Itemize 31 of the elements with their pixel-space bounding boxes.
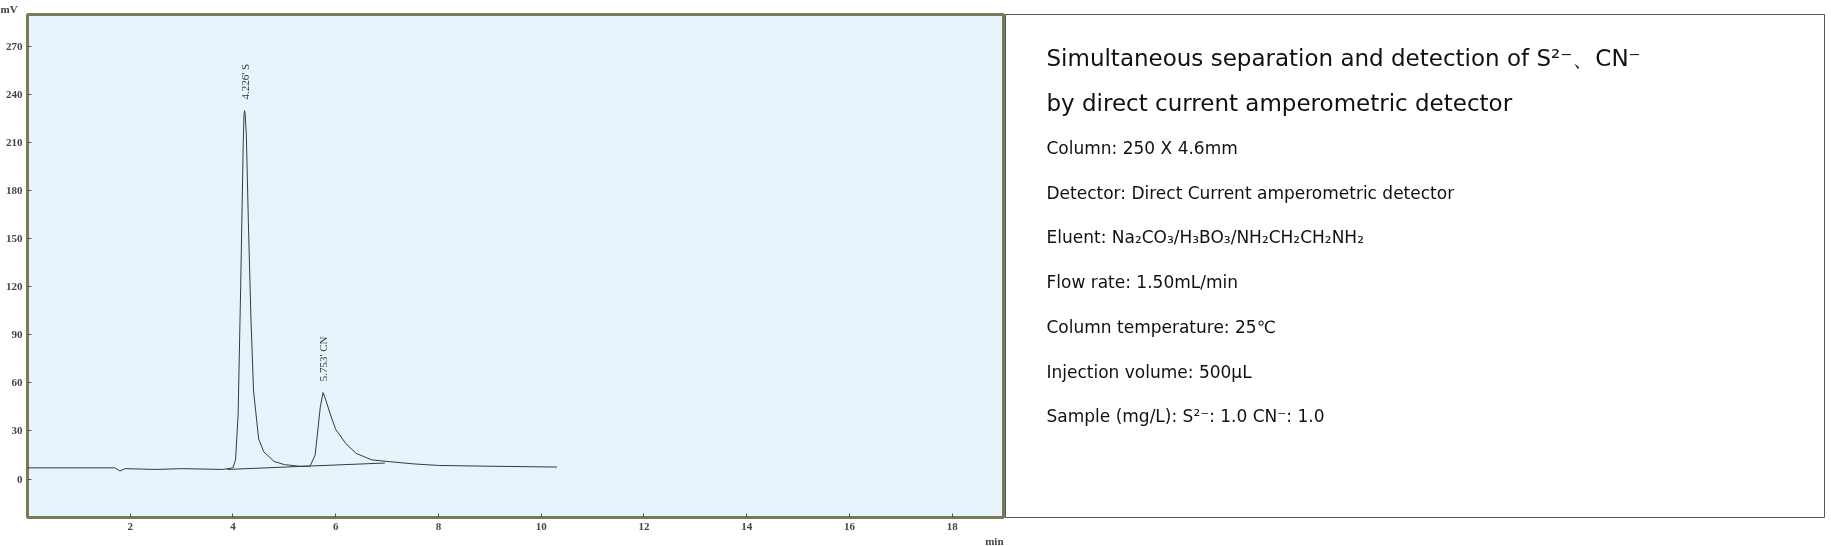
text: Detector: Direct Current amperometric detector xyxy=(1046,182,1455,203)
y-tick-label: 270 xyxy=(6,40,23,53)
x-tick-label: 8 xyxy=(435,519,442,532)
x-tick-label: 10 xyxy=(535,519,548,532)
x-tick-label: 4 xyxy=(230,519,237,532)
x-tick-label: 18 xyxy=(946,519,959,532)
y-tick-label: 210 xyxy=(6,136,23,149)
x-tick-label: 6 xyxy=(332,519,339,532)
x-tick-label: 12 xyxy=(638,519,650,532)
text: Simultaneous separation and detection of S²⁻、CN⁻ by direct current amperometric detector xyxy=(1046,44,1641,116)
y-tick-label: 30 xyxy=(11,424,23,437)
y-axis-title: mV xyxy=(0,2,18,15)
y-tick-label: 60 xyxy=(11,376,23,389)
x-axis-title: min xyxy=(985,534,1004,546)
y-tick-label: 120 xyxy=(6,280,23,293)
y-tick-label: 150 xyxy=(6,232,23,245)
y-tick-label: 240 xyxy=(6,88,23,101)
x-tick-label: 14 xyxy=(741,519,753,532)
text: Eluent: Na₂CO₃/H₃BO₃/NH₂CH₂CH₂NH₂ xyxy=(1046,227,1364,248)
y-tick-label: 0 xyxy=(17,472,23,485)
text: Column: 250 X 4.6mm xyxy=(1046,137,1238,158)
text: Sample (mg/L): S²⁻: 1.0 CN⁻: 1.0 xyxy=(1046,406,1325,427)
y-tick-label: 180 xyxy=(6,184,23,197)
annotation: 5.753' CN xyxy=(317,336,330,382)
y-tick-label: 90 xyxy=(11,328,23,341)
text: Column temperature: 25℃ xyxy=(1046,316,1276,337)
text: Flow rate: 1.50mL/min xyxy=(1046,272,1239,293)
annotation: 4.226' S xyxy=(238,63,251,100)
text: Injection volume: 500µL xyxy=(1046,361,1253,382)
x-tick-label: 16 xyxy=(843,519,856,532)
x-tick-label: 2 xyxy=(127,519,134,532)
